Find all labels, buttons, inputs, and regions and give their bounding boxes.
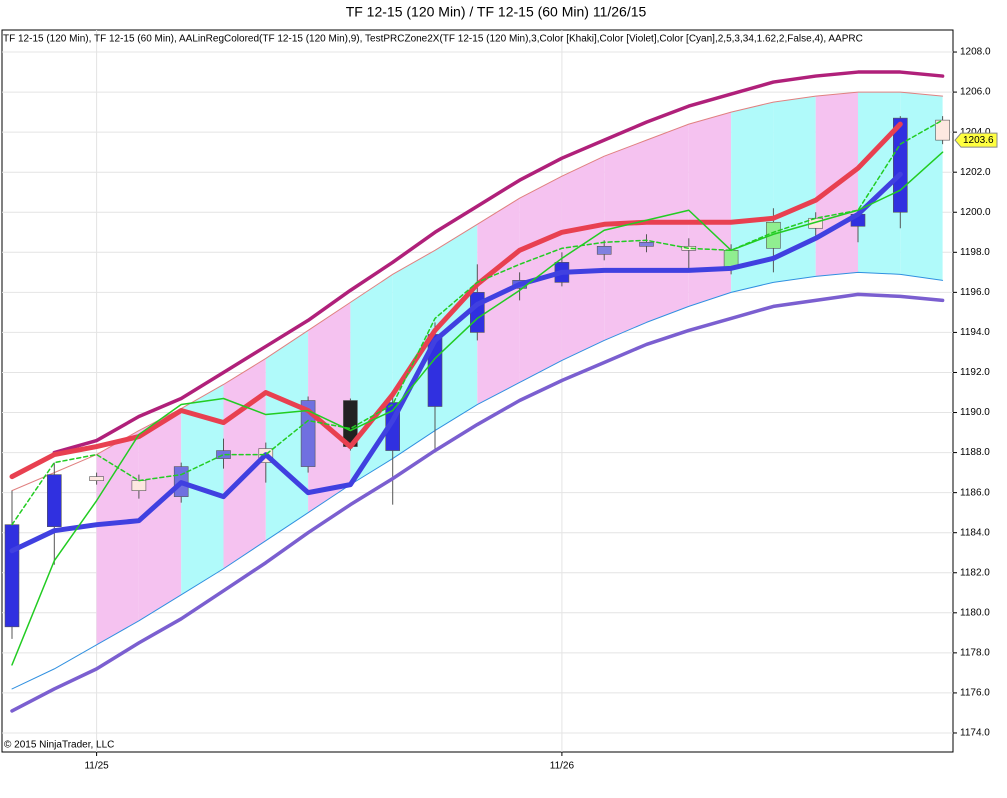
y-tick-label: 1198.0 — [960, 247, 990, 258]
price-flag — [954, 132, 998, 148]
y-tick-label: 1176.0 — [960, 688, 990, 699]
y-tick-label: 1184.0 — [960, 527, 990, 538]
band-zone — [477, 198, 520, 405]
y-tick-label: 1178.0 — [960, 648, 990, 659]
band-zone — [435, 224, 478, 431]
y-tick-label: 1182.0 — [960, 567, 990, 578]
indicator-line — [9, 121, 903, 480]
band-zone — [392, 250, 435, 459]
y-tick-label: 1204.0 — [960, 127, 991, 138]
indicator-line — [52, 70, 945, 455]
chart-title: TF 12-15 (120 Min) / TF 12-15 (60 Min) 1… — [346, 4, 647, 20]
y-tick-label: 1196.0 — [960, 287, 990, 298]
copyright: © 2015 NinjaTrader, LLC — [4, 740, 114, 751]
price-flag-label: 1203.6 — [963, 135, 994, 146]
y-tick-label: 1190.0 — [960, 407, 990, 418]
indicator-label: TF 12-15 (120 Min), TF 12-15 (60 Min), A… — [3, 34, 863, 45]
candle-body — [469, 292, 485, 333]
candle-body — [766, 221, 781, 249]
band-lower — [11, 271, 944, 690]
y-tick-label: 1180.0 — [960, 607, 990, 618]
band-zone — [731, 102, 774, 293]
y-tick-label: 1200.0 — [960, 207, 991, 218]
y-tick-label: 1186.0 — [960, 487, 990, 498]
x-tick-label: 11/25 — [84, 761, 109, 772]
band-zone — [265, 330, 309, 541]
y-tick-label: 1208.0 — [960, 47, 991, 58]
candle-body — [131, 480, 147, 491]
candle-body — [4, 524, 20, 628]
indicator-line — [11, 151, 944, 666]
indicator-line — [10, 292, 945, 713]
plot-layer — [2, 30, 953, 752]
y-tick-label: 1192.0 — [960, 367, 990, 378]
band-zone — [604, 140, 647, 341]
candle-body — [300, 400, 316, 467]
candle-body — [46, 474, 62, 527]
y-tick-label: 1188.0 — [960, 447, 990, 458]
band-zone — [96, 430, 139, 645]
band-zone — [308, 302, 351, 513]
y-tick-label: 1174.0 — [960, 728, 990, 739]
y-tick-label: 1206.0 — [960, 87, 991, 98]
band-zone — [138, 408, 182, 621]
indicator-line — [9, 171, 903, 554]
band-zone — [900, 92, 943, 281]
candle-body — [639, 241, 654, 247]
candle-body — [216, 450, 231, 459]
band-zone — [688, 112, 732, 307]
y-tick-label: 1194.0 — [960, 327, 990, 338]
candle-body — [89, 476, 104, 481]
y-tick-label: 1202.0 — [960, 167, 991, 178]
x-tick-label: 11/26 — [550, 761, 575, 772]
band-upper — [11, 91, 944, 492]
band-zone — [561, 156, 605, 361]
band-zone — [773, 96, 816, 283]
candle-body — [935, 119, 950, 141]
candle-body — [596, 245, 612, 255]
indicator-line — [11, 119, 944, 526]
